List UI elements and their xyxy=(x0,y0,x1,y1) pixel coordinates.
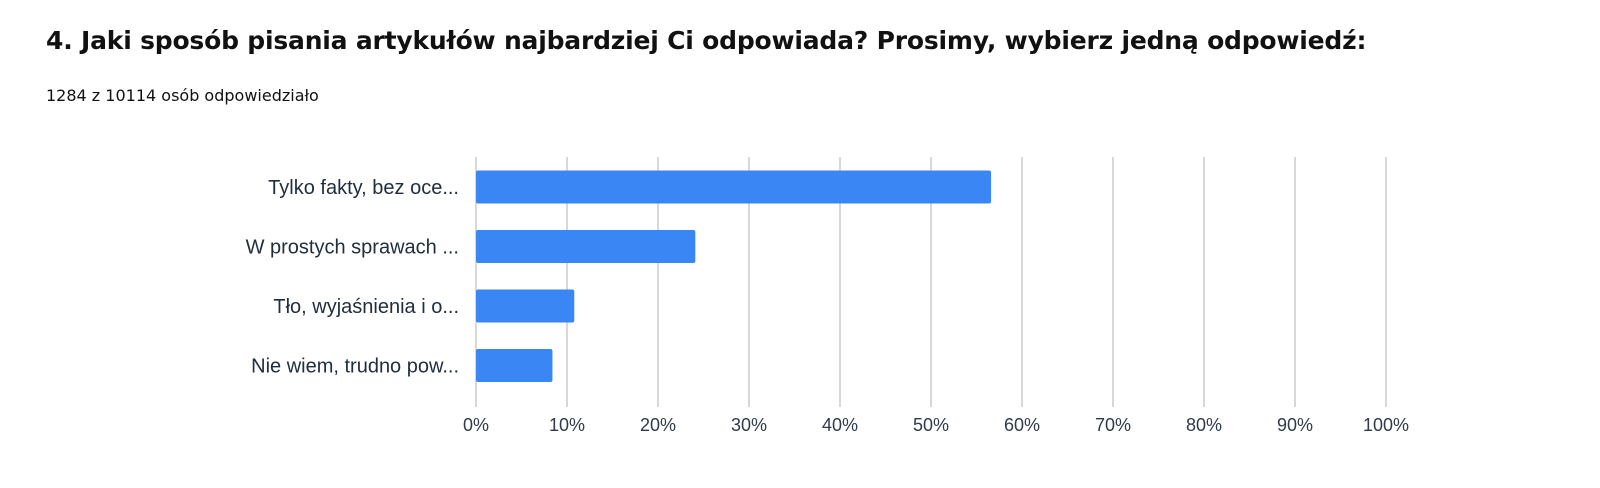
x-tick-label: 60% xyxy=(1004,415,1040,435)
x-tick-label: 100% xyxy=(1363,415,1409,435)
x-tick-label: 50% xyxy=(913,415,949,435)
x-tick-label: 30% xyxy=(731,415,767,435)
x-tick-label: 20% xyxy=(640,415,676,435)
x-tick-label: 80% xyxy=(1186,415,1222,435)
x-tick-label: 90% xyxy=(1277,415,1313,435)
x-tick-label: 10% xyxy=(549,415,585,435)
x-tick-label: 40% xyxy=(822,415,858,435)
question-title: 4. Jaki sposób pisania artykułów najbard… xyxy=(46,26,1367,55)
category-label: Tło, wyjaśnienia i o... xyxy=(273,296,459,318)
bar xyxy=(476,289,575,323)
category-label: Tylko fakty, bez oce... xyxy=(268,177,459,199)
bar xyxy=(476,170,992,204)
bar xyxy=(476,230,696,263)
x-tick-label: 70% xyxy=(1095,415,1131,435)
category-label: W prostych sprawach ... xyxy=(246,237,459,259)
category-label: Nie wiem, trudno pow... xyxy=(251,356,459,378)
bar xyxy=(476,349,553,382)
x-tick-label: 0% xyxy=(463,415,489,435)
response-count: 1284 z 10114 osób odpowiedziało xyxy=(46,86,319,105)
